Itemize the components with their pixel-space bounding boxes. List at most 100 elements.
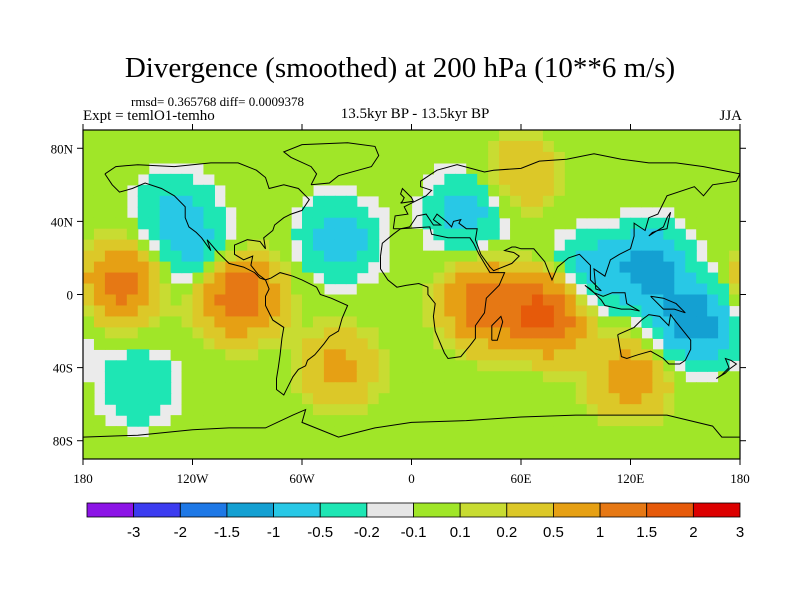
field-cell [137, 338, 150, 350]
field-cell [444, 261, 456, 274]
field-cell [619, 371, 632, 383]
field-cell [93, 206, 106, 219]
field-cell [411, 338, 424, 350]
field-cell [718, 272, 730, 285]
field-cell [466, 382, 478, 394]
field-cell [181, 338, 194, 350]
field-cell [356, 371, 369, 383]
field-cell [499, 382, 511, 394]
field-cell [192, 448, 205, 459]
field-cell [707, 393, 719, 405]
field-cell [652, 371, 664, 383]
field-cell [564, 184, 577, 197]
field-cell [302, 206, 314, 219]
field-cell [608, 448, 621, 459]
field-cell [323, 349, 336, 361]
field-cell [422, 250, 434, 263]
field-cell [444, 228, 456, 241]
field-cell [422, 261, 434, 274]
field-cell [630, 151, 643, 164]
field-cell [477, 283, 489, 296]
field-cell [663, 415, 675, 427]
field-cell [378, 173, 391, 186]
x-tick-label: 60E [511, 471, 532, 486]
field-cell [575, 294, 588, 307]
field-cell [663, 349, 675, 361]
field-cell [400, 283, 413, 296]
field-cell [192, 371, 205, 383]
field-cell [531, 316, 544, 328]
field-cell [499, 272, 511, 285]
field-cell [488, 404, 500, 416]
field-cell [378, 162, 391, 175]
field-cell [280, 305, 292, 318]
field-cell [521, 338, 533, 350]
field-cell [159, 250, 172, 263]
field-cell [685, 426, 697, 438]
field-cell [510, 448, 522, 459]
field-cell [707, 349, 719, 361]
field-cell [378, 130, 391, 142]
field-cell [269, 415, 281, 427]
field-cell [422, 404, 434, 416]
field-cell [466, 239, 478, 252]
field-cell [291, 393, 303, 405]
field-cell [718, 173, 730, 186]
field-cell [126, 261, 139, 274]
field-cell [499, 206, 511, 219]
field-cell [356, 338, 369, 350]
field-cell [564, 338, 577, 350]
field-cell [641, 415, 653, 427]
field-cell [291, 283, 303, 296]
field-cell [466, 250, 478, 263]
field-cell [400, 316, 413, 328]
field-cell [553, 184, 566, 197]
field-cell [422, 415, 434, 427]
field-cell [564, 371, 577, 383]
colorbar-swatch [133, 502, 181, 518]
field-cell [411, 261, 424, 274]
field-cell [521, 140, 533, 153]
field-cell [466, 206, 478, 219]
field-cell [269, 294, 281, 307]
field-cell [181, 151, 194, 164]
field-cell [378, 371, 391, 383]
field-cell [521, 305, 533, 318]
field-cell [499, 151, 511, 164]
field-cell [367, 305, 380, 318]
field-cell [159, 338, 172, 350]
field-cell [203, 382, 215, 394]
field-cell [575, 316, 588, 328]
field-cell [236, 250, 248, 263]
field-cell [148, 305, 161, 318]
field-cell [93, 327, 106, 339]
field-cell [542, 184, 555, 197]
field-cell [619, 261, 632, 274]
field-cell [696, 283, 708, 296]
field-cell [367, 382, 380, 394]
field-cell [170, 327, 183, 339]
field-cell [663, 283, 675, 296]
field-cell [444, 426, 456, 438]
field-cell [696, 316, 708, 328]
field-cell [214, 360, 226, 372]
field-cell [641, 305, 653, 318]
field-cell [542, 360, 555, 372]
field-cell [575, 415, 588, 427]
field-cell [674, 173, 686, 186]
field-cell [159, 393, 172, 405]
field-cell [378, 437, 391, 449]
field-cell [236, 162, 248, 175]
field-cell [553, 195, 566, 208]
field-cell [663, 437, 675, 449]
field-cell [312, 360, 325, 372]
field-cell [280, 371, 292, 383]
field-cell [225, 338, 237, 350]
field-cell [203, 162, 215, 175]
field-cell [225, 283, 237, 296]
field-cell [345, 250, 358, 263]
field-cell [356, 327, 369, 339]
field-cell [269, 349, 281, 361]
field-cell [696, 261, 708, 274]
field-cell [630, 294, 643, 307]
